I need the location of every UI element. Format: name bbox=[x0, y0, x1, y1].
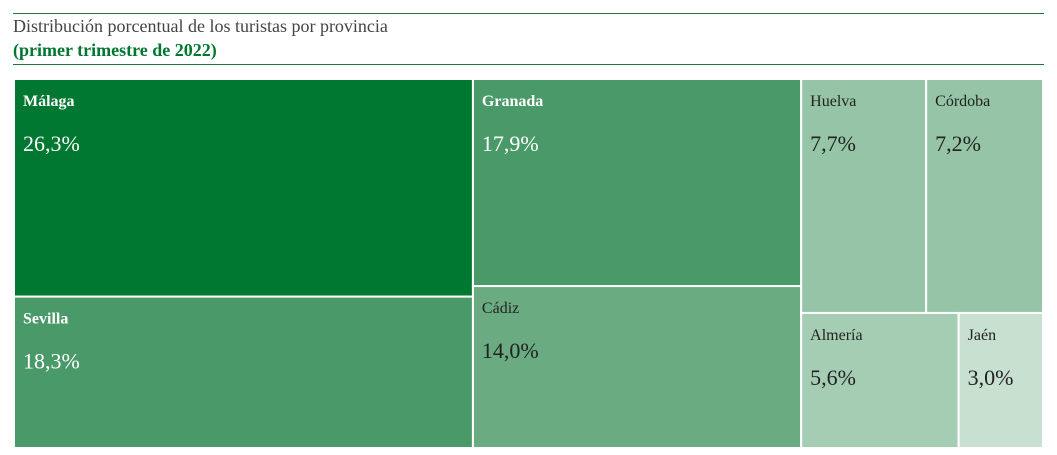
treemap-cell-huelva: Huelva 7,7% bbox=[800, 78, 928, 314]
treemap-rect-huelva bbox=[800, 78, 928, 314]
treemap-label-malaga: Málaga bbox=[23, 93, 75, 110]
treemap-rect-cordoba bbox=[925, 78, 1044, 314]
treemap-value-jaen: 3,0% bbox=[968, 365, 1014, 390]
treemap-label-huelva: Huelva bbox=[810, 93, 856, 110]
treemap-cell-cadiz: Cádiz 14,0% bbox=[471, 285, 803, 449]
treemap-value-cordoba: 7,2% bbox=[935, 131, 981, 156]
title-rule-bottom bbox=[13, 64, 1044, 65]
treemap-label-cadiz: Cádiz bbox=[482, 300, 519, 317]
treemap-rect-granada bbox=[471, 78, 803, 288]
treemap-value-granada: 17,9% bbox=[482, 131, 539, 156]
treemap-value-almeria: 5,6% bbox=[810, 365, 856, 390]
treemap-label-almeria: Almería bbox=[810, 327, 862, 344]
chart-title: Distribución porcentual de los turistas … bbox=[13, 16, 388, 36]
treemap-value-sevilla: 18,3% bbox=[23, 349, 80, 374]
treemap-label-granada: Granada bbox=[482, 93, 543, 110]
treemap-cell-sevilla: Sevilla 18,3% bbox=[13, 295, 474, 449]
treemap-cell-malaga: Málaga 26,3% bbox=[13, 78, 474, 298]
treemap-cell-cordoba: Córdoba 7,2% bbox=[925, 78, 1044, 314]
treemap-rect-malaga bbox=[13, 78, 474, 298]
treemap-rect-sevilla bbox=[13, 295, 474, 449]
treemap-cell-jaen: Jaén 3,0% bbox=[957, 311, 1045, 449]
treemap-label-cordoba: Córdoba bbox=[935, 93, 990, 110]
treemap-cell-almeria: Almería 5,6% bbox=[800, 311, 960, 449]
treemap-rect-jaen bbox=[957, 311, 1045, 449]
treemap-label-jaen: Jaén bbox=[968, 327, 996, 344]
treemap-rect-almeria bbox=[800, 311, 960, 449]
treemap-value-cadiz: 14,0% bbox=[482, 338, 539, 363]
treemap-rect-cadiz bbox=[471, 285, 803, 449]
treemap-label-sevilla: Sevilla bbox=[23, 311, 68, 328]
treemap-value-huelva: 7,7% bbox=[810, 131, 856, 156]
chart-subtitle: (primer trimestre de 2022) bbox=[13, 40, 217, 60]
title-rule-top bbox=[13, 13, 1044, 14]
treemap-cell-granada: Granada 17,9% bbox=[471, 78, 803, 288]
treemap-value-malaga: 26,3% bbox=[23, 131, 80, 156]
